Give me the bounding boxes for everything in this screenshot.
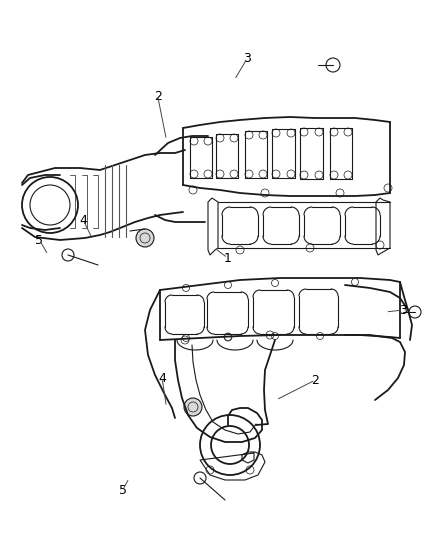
Text: 2: 2 bbox=[154, 90, 162, 102]
Circle shape bbox=[184, 398, 202, 416]
Text: 3: 3 bbox=[399, 303, 407, 317]
Text: 5: 5 bbox=[35, 233, 43, 246]
Text: 1: 1 bbox=[224, 252, 232, 264]
Text: 3: 3 bbox=[244, 52, 251, 64]
Text: 5: 5 bbox=[119, 483, 127, 497]
Circle shape bbox=[136, 229, 154, 247]
Text: 2: 2 bbox=[311, 374, 319, 386]
Text: 4: 4 bbox=[79, 214, 87, 227]
Text: 4: 4 bbox=[158, 372, 166, 384]
